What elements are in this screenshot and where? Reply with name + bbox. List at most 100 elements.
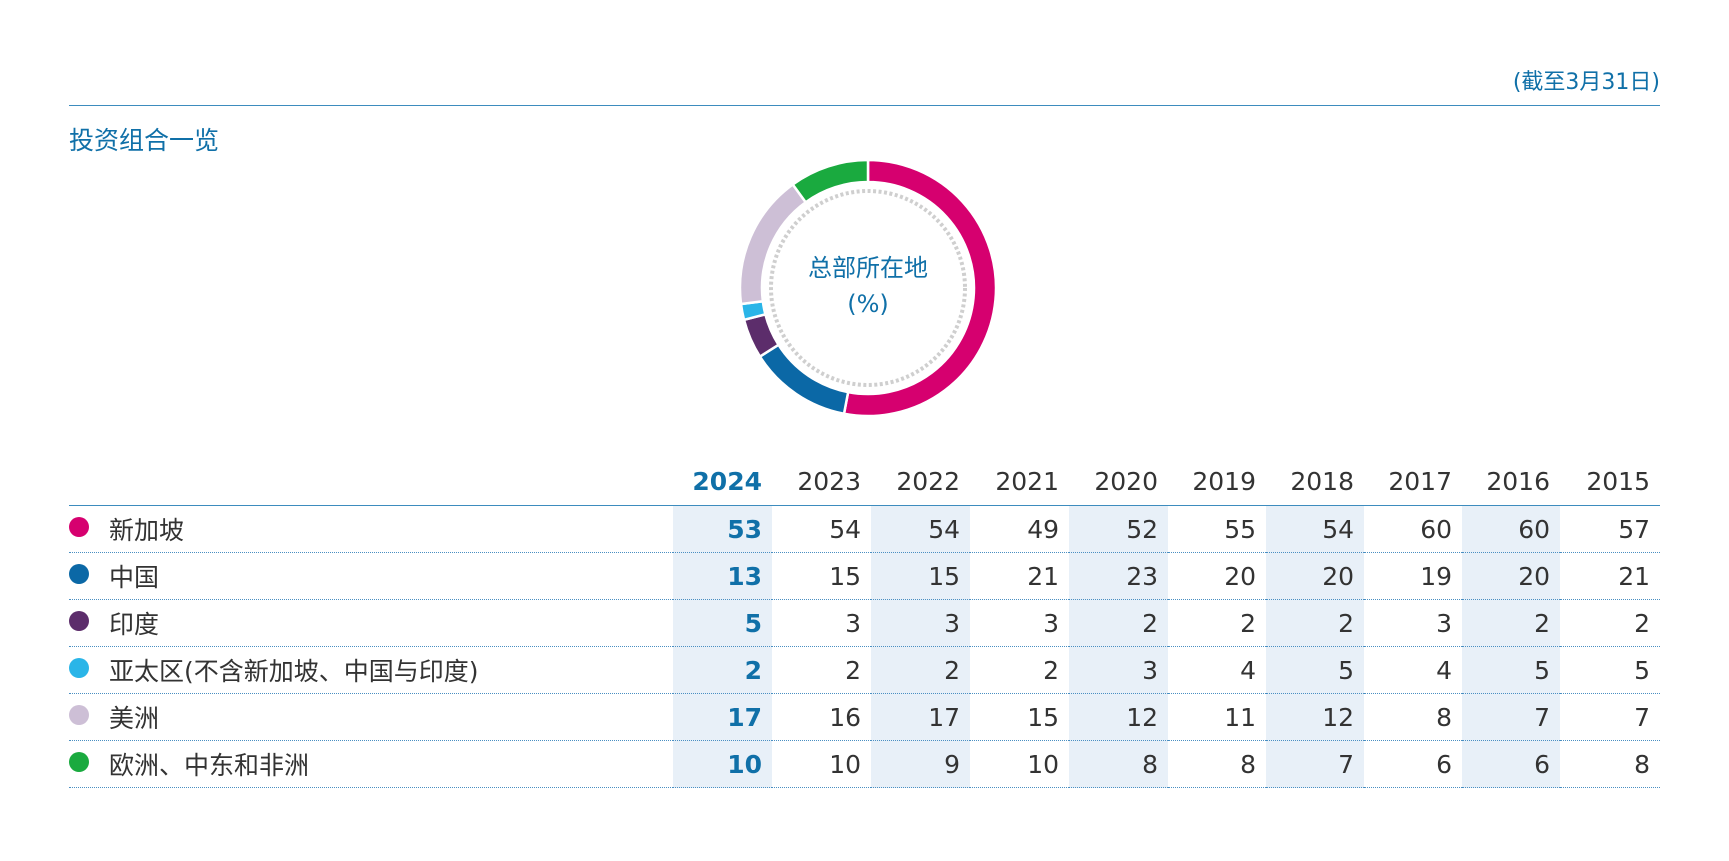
value-cell: 12 (1069, 693, 1168, 741)
value-cell: 3 (1069, 646, 1168, 694)
region-cell: 新加坡 (69, 505, 673, 553)
value-cell: 10 (970, 740, 1069, 788)
value-cell: 3 (1364, 599, 1462, 647)
portfolio-table: 2024 2023 2022 2021 2020 2019 2018 2017 … (69, 457, 1660, 788)
as-of-date-note: (截至3月31日) (1512, 70, 1660, 95)
value-cell: 5 (1266, 646, 1364, 694)
value-cell: 3 (772, 599, 871, 647)
header-year: 2024 (673, 457, 772, 506)
value-cell: 57 (1560, 505, 1660, 553)
region-cell: 印度 (69, 599, 673, 647)
value-cell: 5 (1462, 646, 1560, 694)
region-name: 美洲 (109, 704, 160, 733)
value-cell: 55 (1168, 505, 1266, 553)
table-row: 亚太区(不含新加坡、中国与印度) 2 2 2 2 3 4 5 4 5 5 (69, 646, 1660, 694)
donut-chart (738, 158, 998, 418)
value-cell: 10 (772, 740, 871, 788)
value-cell: 3 (871, 599, 970, 647)
value-cell: 2 (970, 646, 1069, 694)
donut-label-line-2: (%) (847, 290, 889, 318)
value-cell: 7 (1266, 740, 1364, 788)
value-cell: 21 (1560, 552, 1660, 600)
value-cell: 20 (1168, 552, 1266, 600)
legend-dot-icon (69, 752, 89, 772)
value-cell: 60 (1462, 505, 1560, 553)
value-cell: 8 (1168, 740, 1266, 788)
table-header-row: 2024 2023 2022 2021 2020 2019 2018 2017 … (69, 457, 1660, 506)
header-year: 2016 (1462, 457, 1560, 506)
value-cell: 2 (1462, 599, 1560, 647)
legend-dot-icon (69, 517, 89, 537)
value-cell: 11 (1168, 693, 1266, 741)
region-cell: 亚太区(不含新加坡、中国与印度) (69, 646, 673, 694)
value-cell: 53 (673, 505, 772, 553)
table-row: 欧洲、中东和非洲 10 10 9 10 8 8 7 6 6 8 (69, 740, 1660, 788)
region-cell: 中国 (69, 552, 673, 600)
donut-slice (791, 158, 870, 204)
page-title: 投资组合一览 (69, 126, 220, 155)
region-cell: 欧洲、中东和非洲 (69, 740, 673, 788)
region-name: 中国 (109, 563, 160, 592)
region-name: 印度 (109, 610, 160, 639)
value-cell: 52 (1069, 505, 1168, 553)
value-cell: 54 (871, 505, 970, 553)
value-cell: 20 (1266, 552, 1364, 600)
value-cell: 4 (1364, 646, 1462, 694)
table-row: 中国 13 15 15 21 23 20 20 19 20 21 (69, 552, 1660, 600)
donut-inner-dotted-ring (769, 189, 967, 387)
value-cell: 15 (871, 552, 970, 600)
header-year: 2021 (970, 457, 1069, 506)
legend-dot-icon (69, 611, 89, 631)
region-name: 新加坡 (109, 516, 185, 545)
value-cell: 8 (1069, 740, 1168, 788)
value-cell: 54 (1266, 505, 1364, 553)
donut-label-line-1: 总部所在地 (808, 254, 928, 282)
legend-dot-icon (69, 705, 89, 725)
header-year: 2019 (1168, 457, 1266, 506)
table-row: 美洲 17 16 17 15 12 11 12 8 7 7 (69, 693, 1660, 741)
legend-dot-icon (69, 564, 89, 584)
value-cell: 60 (1364, 505, 1462, 553)
value-cell: 3 (970, 599, 1069, 647)
header-region (69, 457, 673, 506)
value-cell: 7 (1462, 693, 1560, 741)
value-cell: 10 (673, 740, 772, 788)
table-body: 新加坡 53 54 54 49 52 55 54 60 60 57 中国 13 15 15 21 23 20 20 1… (69, 505, 1660, 788)
value-cell: 6 (1364, 740, 1462, 788)
header-year: 2017 (1364, 457, 1462, 506)
region-name: 亚太区(不含新加坡、中国与印度) (109, 657, 479, 686)
donut-slice (758, 343, 850, 416)
donut-center-label: 总部所在地 (%) (718, 250, 1018, 322)
value-cell: 17 (673, 693, 772, 741)
legend-dot-icon (69, 658, 89, 678)
header-year: 2023 (772, 457, 871, 506)
header-year: 2020 (1069, 457, 1168, 506)
value-cell: 2 (1266, 599, 1364, 647)
value-cell: 2 (673, 646, 772, 694)
value-cell: 6 (1462, 740, 1560, 788)
table-row: 新加坡 53 54 54 49 52 55 54 60 60 57 (69, 505, 1660, 553)
value-cell: 2 (871, 646, 970, 694)
value-cell: 16 (772, 693, 871, 741)
value-cell: 2 (772, 646, 871, 694)
value-cell: 15 (772, 552, 871, 600)
value-cell: 21 (970, 552, 1069, 600)
value-cell: 4 (1168, 646, 1266, 694)
value-cell: 20 (1462, 552, 1560, 600)
value-cell: 17 (871, 693, 970, 741)
top-divider (69, 105, 1660, 106)
value-cell: 9 (871, 740, 970, 788)
value-cell: 7 (1560, 693, 1660, 741)
table-row: 印度 5 3 3 3 2 2 2 3 2 2 (69, 599, 1660, 647)
value-cell: 5 (673, 599, 772, 647)
header-year: 2015 (1560, 457, 1660, 506)
region-cell: 美洲 (69, 693, 673, 741)
value-cell: 15 (970, 693, 1069, 741)
value-cell: 23 (1069, 552, 1168, 600)
value-cell: 19 (1364, 552, 1462, 600)
value-cell: 54 (772, 505, 871, 553)
value-cell: 13 (673, 552, 772, 600)
value-cell: 5 (1560, 646, 1660, 694)
header-year: 2022 (871, 457, 970, 506)
value-cell: 12 (1266, 693, 1364, 741)
